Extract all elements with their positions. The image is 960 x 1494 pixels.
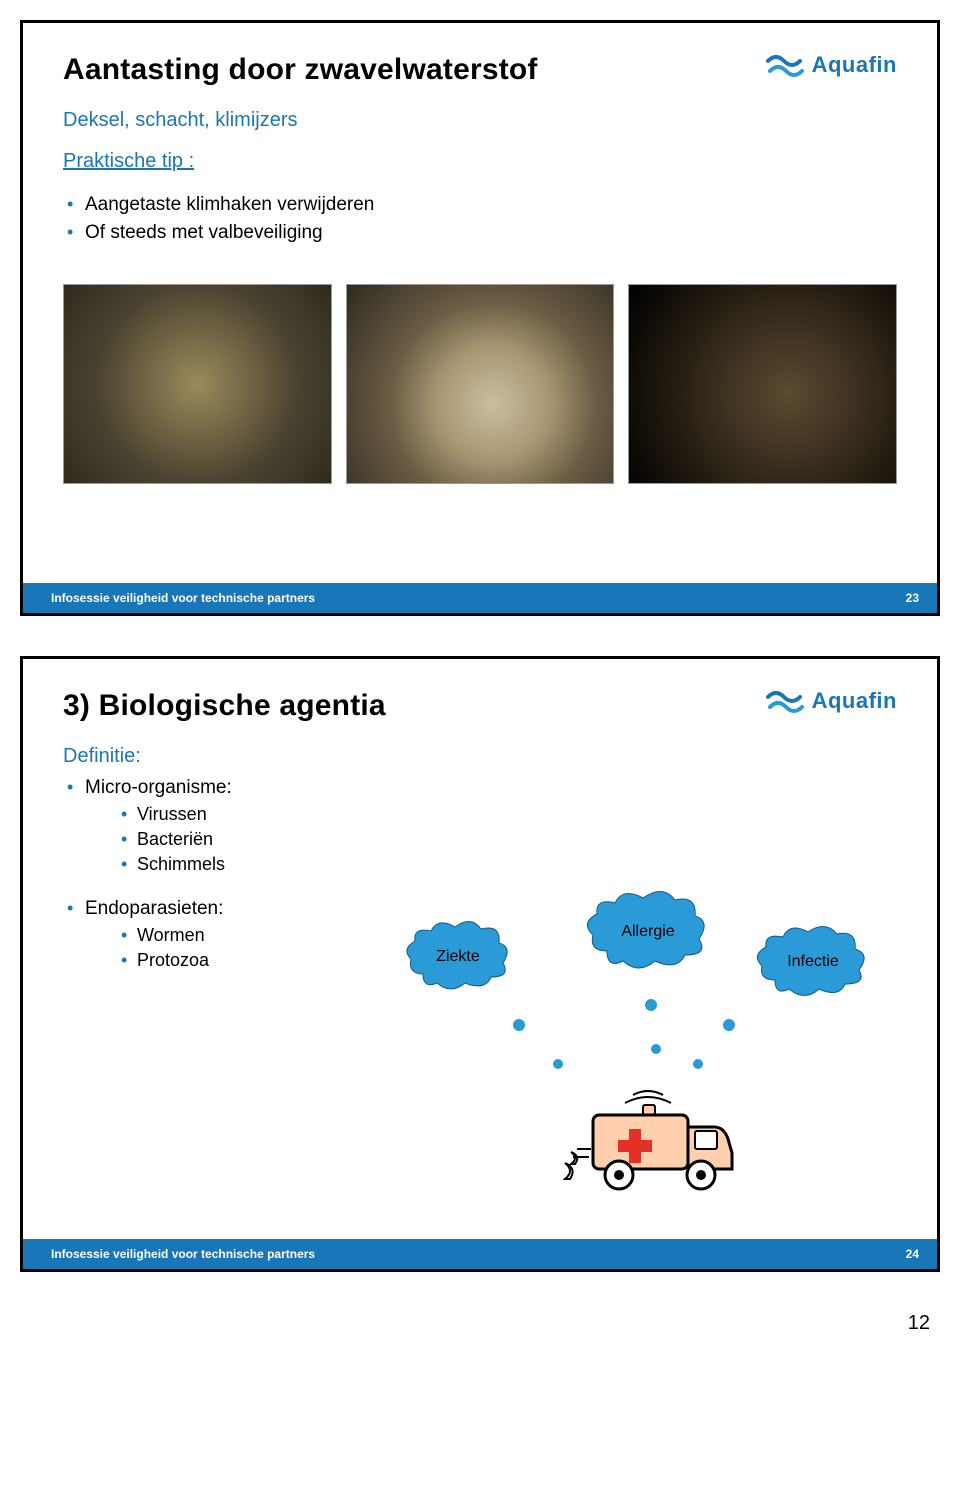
sub-item: Schimmels: [121, 852, 383, 877]
sub-item: Bacteriën: [121, 827, 383, 852]
brand-logo: Aquafin: [766, 687, 897, 715]
dot: [651, 1044, 661, 1054]
group-label: Micro-organisme:: [85, 777, 232, 798]
dot: [553, 1059, 563, 1069]
sub-item: Virussen: [121, 802, 383, 827]
group-label: Endoparasieten:: [85, 898, 223, 919]
brand-logo: Aquafin: [766, 51, 897, 79]
footer-text: Infosessie veiligheid voor technische pa…: [51, 1247, 315, 1261]
cloud-label: Infectie: [787, 953, 839, 971]
slide-footer: Infosessie veiligheid voor technische pa…: [23, 1239, 937, 1269]
sub-item: Wormen: [121, 923, 383, 948]
dot: [513, 1019, 525, 1031]
slide-subtitle: Deksel, schacht, klimijzers: [63, 109, 897, 132]
cloud-label: Ziekte: [436, 948, 480, 966]
dot: [645, 999, 657, 1011]
brand-name: Aquafin: [812, 688, 897, 714]
cloud-allergie: Allergie: [583, 889, 713, 974]
definition-heading: Definitie:: [63, 745, 383, 768]
dot: [723, 1019, 735, 1031]
footer-page-num: 24: [906, 1247, 919, 1261]
footer-page-num: 23: [906, 591, 919, 605]
endo-list: Endoparasieten: Wormen Protozoa: [67, 895, 383, 973]
tip-heading: Praktische tip :: [63, 150, 897, 173]
slide-1: Aquafin Aantasting door zwavelwaterstof …: [20, 20, 940, 616]
footer-text: Infosessie veiligheid voor technische pa…: [51, 591, 315, 605]
sub-item: Protozoa: [121, 948, 383, 973]
cloud-label: Allergie: [621, 923, 674, 941]
wave-icon: [766, 687, 806, 715]
tip-item: Aangetaste klimhaken verwijderen: [67, 191, 897, 219]
endo-sublist: Wormen Protozoa: [121, 923, 383, 973]
tip-list: Aangetaste klimhaken verwijderen Of stee…: [67, 191, 897, 246]
endoparasieten-item: Endoparasieten: Wormen Protozoa: [67, 895, 383, 973]
cloud-ziekte: Ziekte: [403, 919, 513, 994]
photo-row: [63, 284, 897, 484]
diagram: Ziekte Allergie Infectie: [393, 889, 893, 1209]
micro-organisme-item: Micro-organisme: Virussen Bacteriën Schi…: [67, 774, 383, 877]
photo-schacht: [346, 284, 615, 484]
document-page-number: 12: [0, 1312, 960, 1335]
photo-klimijzers: [628, 284, 897, 484]
slide-footer: Infosessie veiligheid voor technische pa…: [23, 583, 937, 613]
cloud-infectie: Infectie: [753, 924, 873, 999]
tip-item: Of steeds met valbeveiliging: [67, 219, 897, 247]
wave-icon: [766, 51, 806, 79]
definition-list: Micro-organisme: Virussen Bacteriën Schi…: [67, 774, 383, 877]
brand-name: Aquafin: [812, 52, 897, 78]
micro-sublist: Virussen Bacteriën Schimmels: [121, 802, 383, 878]
ambulance-icon: [563, 1089, 743, 1199]
photo-deksel: [63, 284, 332, 484]
slide-2: Aquafin 3) Biologische agentia Definitie…: [20, 656, 940, 1272]
dot: [693, 1059, 703, 1069]
